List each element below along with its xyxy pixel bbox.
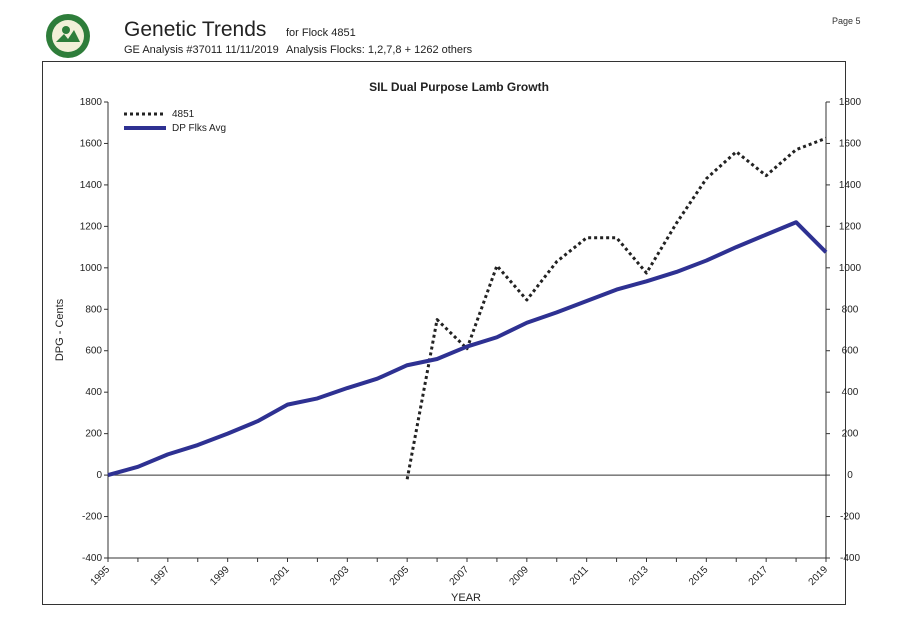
flock-label: for Flock 4851 bbox=[286, 27, 356, 39]
y-tick-label-left: 1200 bbox=[80, 221, 103, 232]
y-tick-label-right: 1600 bbox=[839, 138, 862, 149]
x-tick-label: 2003 bbox=[328, 564, 352, 588]
y-tick-label-left: 1600 bbox=[80, 138, 103, 149]
y-tick-label-right: 1200 bbox=[839, 221, 862, 232]
x-tick-label: 1999 bbox=[208, 564, 232, 588]
y-tick-label-right: 0 bbox=[847, 470, 853, 481]
chart-frame bbox=[42, 61, 846, 605]
y-tick-label-right: 1800 bbox=[839, 97, 862, 108]
legend-label-dp-flks-avg: DP Flks Avg bbox=[172, 123, 226, 134]
analysis-id: GE Analysis #37011 11/11/2019 bbox=[124, 44, 279, 56]
y-axis-label: DPG - Cents bbox=[54, 298, 66, 361]
x-tick-label: 1997 bbox=[148, 564, 172, 588]
series-line-dp-flks-avg bbox=[107, 220, 828, 478]
y-tick-label-right: 400 bbox=[842, 387, 859, 398]
y-tick-label-left: 1400 bbox=[80, 180, 103, 191]
page-number: Page 5 bbox=[832, 16, 861, 26]
x-tick-label: 2017 bbox=[747, 564, 771, 588]
x-tick-label: 2015 bbox=[687, 564, 711, 588]
chart-title: SIL Dual Purpose Lamb Growth bbox=[369, 80, 549, 94]
x-tick-label: 2005 bbox=[388, 564, 412, 588]
legend-label-4851: 4851 bbox=[172, 109, 195, 120]
x-tick-label: 2019 bbox=[807, 564, 831, 588]
x-tick-label: 2011 bbox=[568, 564, 591, 587]
y-tick-label-left: 400 bbox=[85, 387, 102, 398]
y-tick-label-left: 1800 bbox=[80, 97, 103, 108]
y-tick-label-right: 600 bbox=[842, 346, 859, 357]
x-tick-label: 1995 bbox=[89, 564, 113, 588]
y-tick-label-right: -200 bbox=[840, 512, 860, 523]
analysis-flocks: Analysis Flocks: 1,2,7,8 + 1262 others bbox=[286, 44, 473, 56]
y-tick-label-left: 200 bbox=[85, 429, 102, 440]
y-tick-label-right: 200 bbox=[842, 429, 859, 440]
y-tick-label-right: 1000 bbox=[839, 263, 862, 274]
y-tick-label-left: 600 bbox=[85, 346, 102, 357]
x-tick-label: 2013 bbox=[627, 564, 651, 588]
y-tick-label-right: 1400 bbox=[839, 180, 862, 191]
x-tick-label: 2009 bbox=[507, 564, 531, 588]
series-line-4851 bbox=[405, 136, 827, 480]
y-tick-label-left: 800 bbox=[85, 304, 102, 315]
x-tick-label: 2007 bbox=[448, 564, 472, 588]
y-tick-label-left: -400 bbox=[82, 553, 102, 564]
page-title: Genetic Trends bbox=[124, 18, 267, 41]
y-tick-label-left: -200 bbox=[82, 512, 102, 523]
x-axis-label: YEAR bbox=[451, 592, 481, 604]
sil-logo-icon bbox=[46, 14, 90, 58]
y-tick-label-right: -400 bbox=[840, 553, 860, 564]
y-tick-label-left: 0 bbox=[96, 470, 102, 481]
y-tick-label-left: 1000 bbox=[80, 263, 103, 274]
y-tick-label-right: 800 bbox=[842, 304, 859, 315]
x-tick-label: 2001 bbox=[268, 564, 292, 588]
